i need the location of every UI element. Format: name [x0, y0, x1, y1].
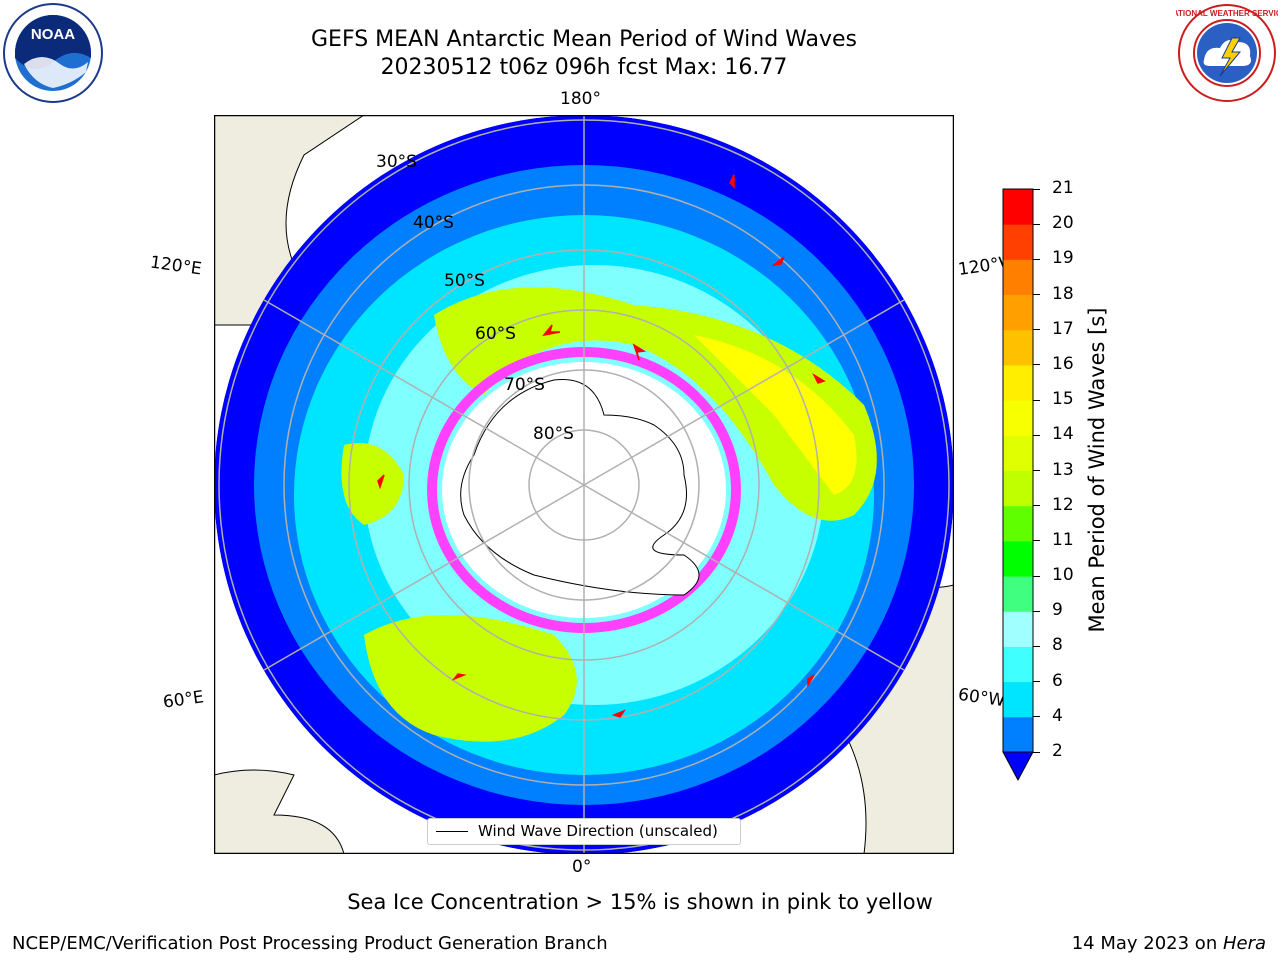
- colorbar-tick-label: 14: [1052, 424, 1074, 445]
- lat-label-50s: 50°S: [444, 271, 485, 291]
- graticule: [218, 115, 950, 854]
- colorbar-tick-mark: [1033, 540, 1040, 542]
- colorbar-tick-label: 19: [1052, 248, 1074, 269]
- lon-label-120e: 120°E: [148, 252, 203, 280]
- colorbar-label: Mean Period of Wind Waves [s]: [1085, 307, 1109, 633]
- legend-label: Wind Wave Direction (unscaled): [478, 822, 718, 840]
- footer-credit: NCEP/EMC/Verification Post Processing Pr…: [12, 933, 608, 954]
- colorbar-tick-label: 11: [1052, 529, 1074, 550]
- colorbar-segment: [1003, 329, 1033, 366]
- colorbar-segment: [1003, 259, 1033, 296]
- legend-line-sample: [436, 831, 468, 832]
- colorbar-tick-mark: [1033, 364, 1040, 366]
- colorbar-segment: [1003, 540, 1033, 577]
- colorbar-tick-label: 16: [1052, 353, 1074, 374]
- wave-direction-arrows: [377, 174, 826, 718]
- colorbar-tick-mark: [1033, 188, 1040, 190]
- colorbar-extend-arrow: [1002, 751, 1034, 782]
- nws-logo: NATIONAL WEATHER SERVICE: [1176, 4, 1278, 102]
- colorbar-segment: [1003, 576, 1033, 612]
- colorbar-segment: [1003, 505, 1033, 542]
- polar-map: [214, 115, 954, 854]
- colorbar-tick-label: 20: [1052, 213, 1074, 234]
- colorbar-tick-mark: [1033, 681, 1040, 683]
- colorbar-tick-label: 18: [1052, 283, 1074, 304]
- sea-ice-caption: Sea Ice Concentration > 15% is shown in …: [347, 890, 933, 914]
- colorbar-tick-mark: [1033, 399, 1040, 401]
- colorbar-tick-mark: [1033, 716, 1040, 718]
- colorbar-tick-label: 10: [1052, 565, 1074, 586]
- colorbar-tick-mark: [1033, 329, 1040, 331]
- colorbar-tick-label: 21: [1052, 178, 1074, 198]
- lat-label-40s: 40°S: [413, 213, 454, 233]
- footer-host: Hera: [1222, 933, 1266, 954]
- colorbar-segment: [1003, 681, 1033, 718]
- colorbar: [1002, 188, 1034, 782]
- colorbar-segment: [1003, 716, 1033, 753]
- colorbar-tick-mark: [1033, 645, 1040, 647]
- colorbar-tick-mark: [1033, 610, 1040, 612]
- colorbar-tick-label: 8: [1052, 635, 1063, 656]
- lat-label-80s: 80°S: [533, 424, 574, 444]
- colorbar-segment: [1003, 364, 1033, 401]
- colorbar-tick-mark: [1033, 223, 1040, 225]
- colorbar-tick-mark: [1033, 258, 1040, 260]
- colorbar-tick-label: 9: [1052, 600, 1063, 621]
- colorbar-segment: [1003, 294, 1033, 331]
- footer-date: 14 May 2023 on Hera: [1072, 933, 1266, 954]
- footer-date-text: 14 May 2023 on: [1071, 933, 1223, 954]
- nws-logo-text: NATIONAL WEATHER SERVICE: [1176, 9, 1278, 18]
- colorbar-segment: [1003, 400, 1033, 436]
- colorbar-tick-label: 2: [1052, 741, 1063, 761]
- colorbar-tick-label: 13: [1052, 459, 1074, 480]
- colorbar-segment: [1003, 224, 1033, 260]
- colorbar-tick-mark: [1033, 751, 1040, 753]
- map-legend: Wind Wave Direction (unscaled): [427, 818, 741, 845]
- noaa-logo-text: NOAA: [31, 26, 75, 43]
- colorbar-tick-label: 12: [1052, 494, 1074, 515]
- colorbar-segment: [1003, 189, 1033, 225]
- lat-label-70s: 70°S: [504, 375, 545, 395]
- colorbar-tick-label: 15: [1052, 389, 1074, 410]
- lon-label-60w: 60°W: [956, 684, 1007, 712]
- noaa-logo: NOAA: [3, 3, 103, 103]
- chart-subtitle: 20230512 t06z 096h fcst Max: 16.77: [380, 55, 788, 80]
- lat-label-60s: 60°S: [475, 324, 516, 344]
- lon-label-0: 0°: [572, 857, 592, 877]
- colorbar-tick-mark: [1033, 470, 1040, 471]
- lon-label-60e: 60°E: [161, 687, 206, 713]
- colorbar-segment: [1003, 470, 1033, 507]
- colorbar-segment: [1003, 646, 1033, 683]
- colorbar-segment: [1003, 611, 1033, 647]
- lat-label-30s: 30°S: [376, 152, 417, 172]
- lon-label-180: 180°: [560, 89, 601, 109]
- colorbar-tick-mark: [1033, 434, 1040, 436]
- colorbar-tick-label: 4: [1052, 705, 1063, 726]
- colorbar-segment: [1003, 435, 1033, 471]
- colorbar-tick-mark: [1033, 505, 1040, 507]
- colorbar-tick-mark: [1033, 575, 1040, 577]
- chart-title: GEFS MEAN Antarctic Mean Period of Wind …: [311, 27, 857, 52]
- colorbar-tick-label: 17: [1052, 318, 1074, 339]
- colorbar-tick-label: 6: [1052, 670, 1063, 691]
- colorbar-tick-mark: [1033, 294, 1040, 296]
